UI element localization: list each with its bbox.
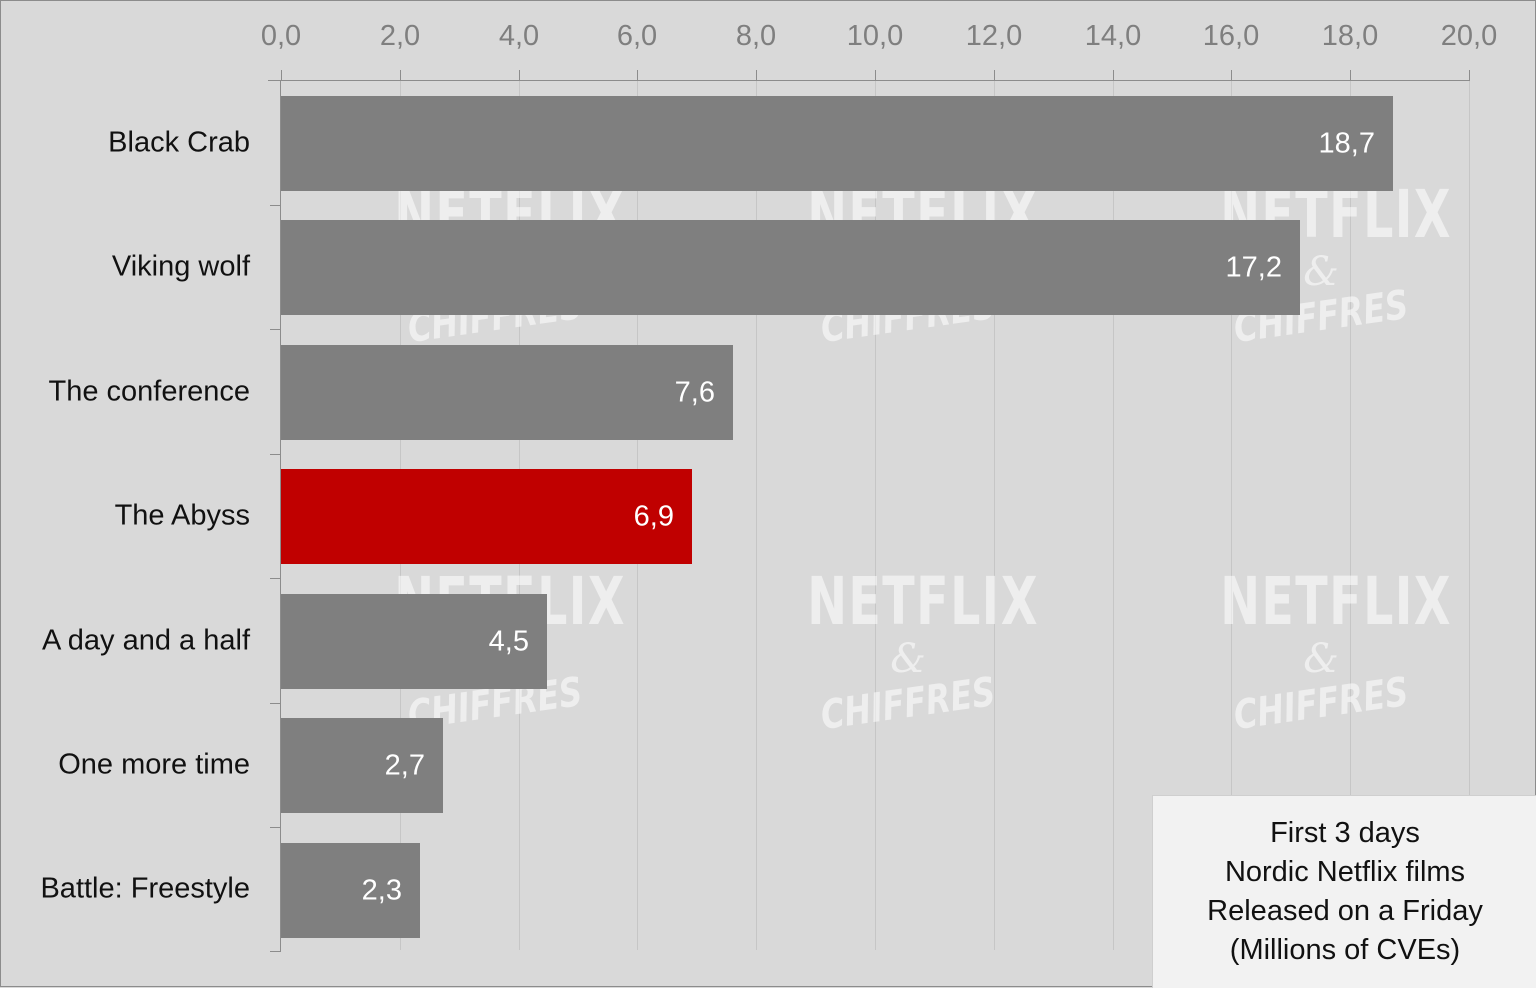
y-axis-tick: [270, 329, 280, 330]
x-axis-tick: [1231, 70, 1232, 80]
x-axis-tick: [875, 70, 876, 80]
x-axis-tick: [637, 70, 638, 80]
gridline: [756, 70, 757, 950]
x-tick-label: 10,0: [846, 20, 904, 52]
x-tick-label: 20,0: [1440, 20, 1498, 52]
category-label: Viking wolf: [111, 250, 250, 283]
category-label: A day and a half: [42, 624, 250, 657]
gridline: [875, 70, 876, 950]
x-tick-label: 6,0: [616, 20, 658, 52]
category-label: One more time: [58, 748, 250, 781]
gridline: [1113, 70, 1114, 950]
x-axis-tick: [281, 70, 282, 80]
category-label: Black Crab: [108, 126, 250, 159]
y-axis-line: [280, 80, 281, 952]
x-tick-label: 18,0: [1321, 20, 1379, 52]
gridline: [1350, 70, 1351, 950]
x-axis-tick: [400, 70, 401, 80]
category-label: The conference: [48, 375, 250, 408]
x-axis-tick: [1469, 70, 1470, 80]
y-axis-tick: [270, 454, 280, 455]
y-axis-tick: [270, 205, 280, 206]
bar-the-abyss: 6,9: [281, 469, 692, 564]
bar-a-day-and-a-half: 4,5: [281, 594, 547, 689]
x-tick-label: 8,0: [735, 20, 777, 52]
bar-value-label: 18,7: [1318, 127, 1375, 159]
x-axis-tick: [994, 70, 995, 80]
x-tick-label: 4,0: [498, 20, 540, 52]
y-axis-tick: [270, 951, 280, 952]
category-label: The Abyss: [114, 499, 250, 532]
bar-value-label: 4,5: [488, 625, 529, 657]
category-label: Battle: Freestyle: [40, 872, 250, 905]
bar-one-more-time: 2,7: [281, 718, 443, 813]
caption-line: Nordic Netflix films: [1224, 856, 1466, 888]
bar-value-label: 2,7: [384, 749, 425, 781]
x-tick-label: 12,0: [965, 20, 1023, 52]
bar-value-label: 17,2: [1225, 251, 1282, 283]
x-tick-label: 16,0: [1202, 20, 1260, 52]
bar-value-label: 2,3: [361, 874, 402, 906]
x-tick-label: 0,0: [260, 20, 302, 52]
x-tick-label: 2,0: [379, 20, 421, 52]
y-axis-tick: [270, 827, 280, 828]
gridline: [1231, 70, 1232, 950]
bar-value-label: 6,9: [633, 500, 674, 532]
x-axis-tick: [519, 70, 520, 80]
x-axis-line: [268, 80, 1470, 81]
bar-viking-wolf: 17,2: [281, 220, 1300, 315]
bar-black-crab: 18,7: [281, 96, 1393, 191]
x-tick-label: 14,0: [1084, 20, 1142, 52]
x-axis-tick: [1113, 70, 1114, 80]
caption-line: (Millions of CVEs): [1229, 934, 1461, 966]
y-axis-tick: [270, 578, 280, 579]
gridline: [1469, 70, 1470, 950]
bar-the-conference: 7,6: [281, 345, 733, 440]
gridline: [994, 70, 995, 950]
x-axis-tick: [1350, 70, 1351, 80]
caption-line: Released on a Friday: [1207, 895, 1483, 927]
x-axis-tick: [756, 70, 757, 80]
chart-caption-box: First 3 days Nordic Netflix films Releas…: [1152, 795, 1536, 988]
caption-line: First 3 days: [1270, 817, 1420, 849]
y-axis-tick: [270, 703, 280, 704]
bar-battle-freestyle: 2,3: [281, 843, 420, 938]
bar-value-label: 7,6: [674, 376, 715, 408]
